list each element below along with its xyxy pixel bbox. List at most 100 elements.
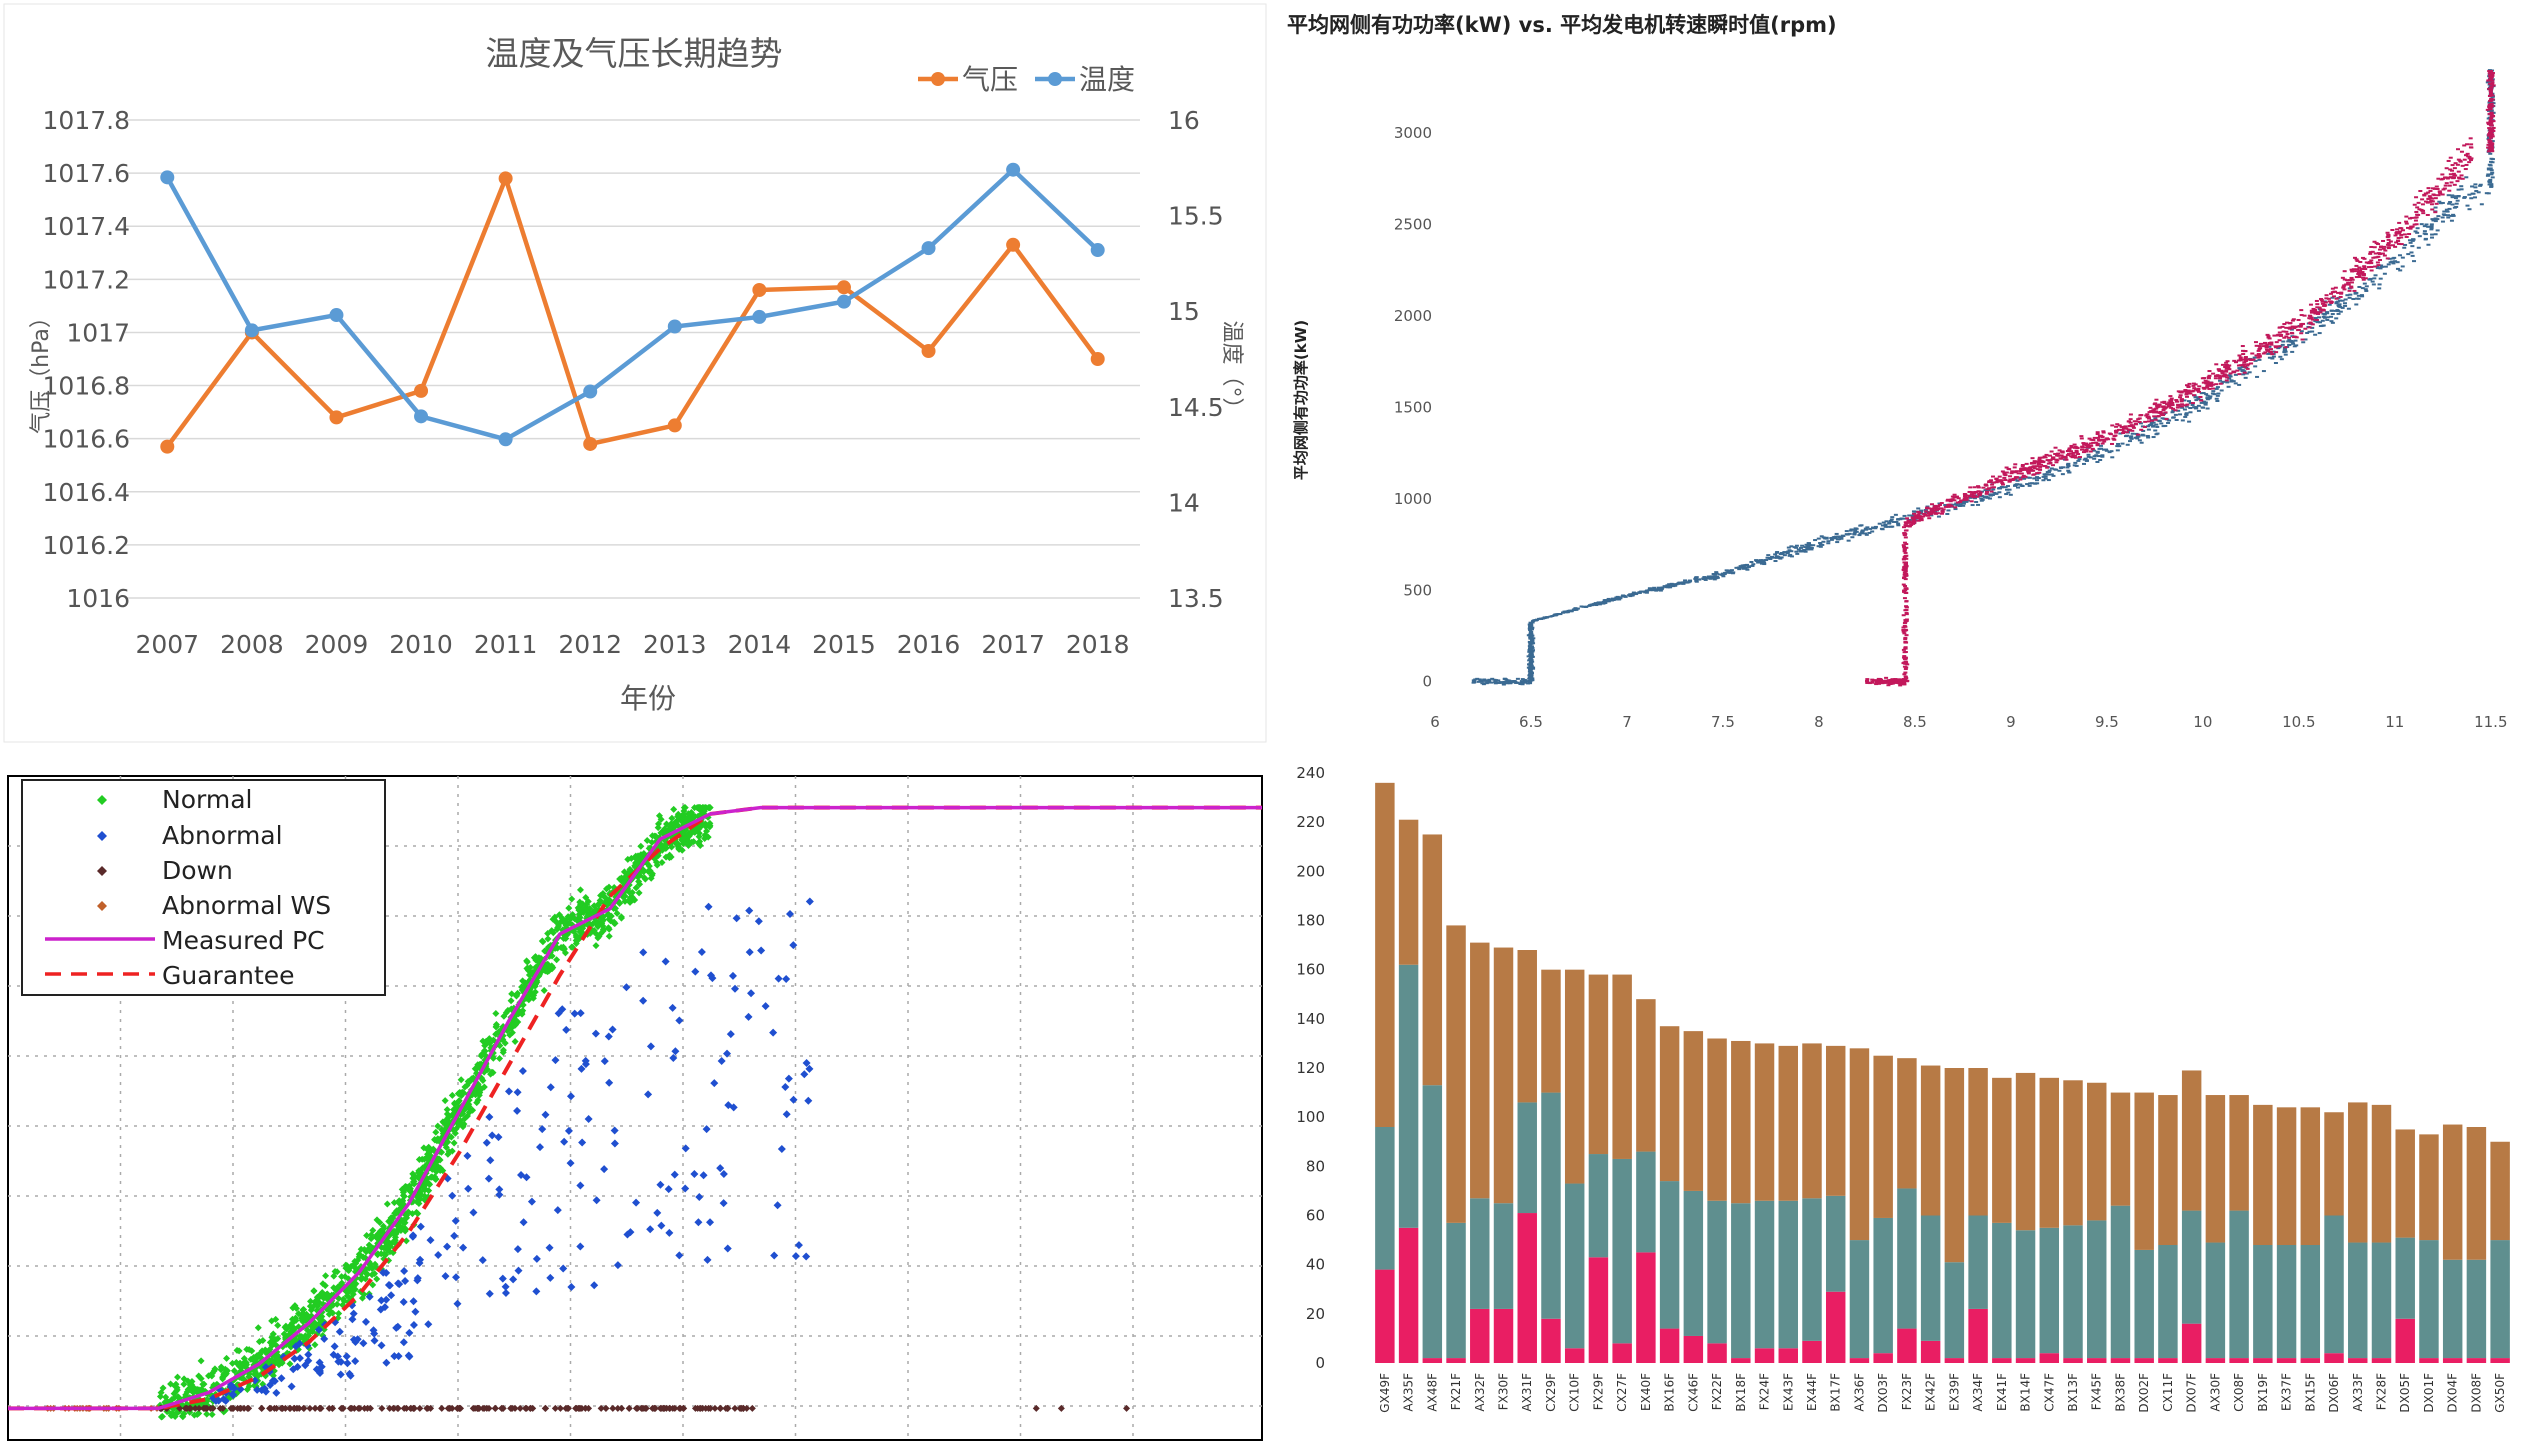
scatter-point [2329,320,2334,323]
normal-point [389,1238,397,1246]
scatter-point [1880,528,1885,531]
scatter-point [2443,176,2448,179]
scatter-point [2352,270,2357,273]
scatter-point [1527,645,1532,648]
scatter-point [1529,636,1534,639]
scatter-point [1904,661,1909,664]
scatter-point [2265,333,2270,336]
scatter-point [1669,584,1674,587]
scatter-point [1528,628,1533,631]
scatter-point [2119,425,2124,428]
scatter-point [2135,435,2140,438]
scatter-point [2121,432,2126,435]
scatter-point [2198,395,2203,398]
down-point [386,1404,394,1412]
scatter-point [2340,306,2345,309]
scatter-point [2489,136,2494,139]
scatter-point [2489,117,2494,120]
scatter-point [2314,319,2319,322]
normal-point [338,1273,346,1281]
scatter-point [1806,545,1811,548]
scatter-point [2161,425,2166,428]
scatter-point [1955,501,1960,504]
scatter-point [1972,497,1977,500]
normal-point [605,932,613,940]
scatter-point [2284,330,2289,333]
scatter-point [2354,258,2359,261]
scatter-point [2100,442,2105,445]
normal-point [626,895,634,903]
abnormal-point [250,1376,259,1385]
scatter-point [2315,306,2320,309]
abnormal-point [546,1083,555,1092]
normal-point [555,911,563,919]
scatter-point [2375,267,2380,270]
scatter-point [2037,458,2042,461]
abnormal-point [346,1371,355,1380]
data-point [1090,243,1105,258]
scatter-point [1736,566,1741,569]
scatter-point [2086,445,2091,448]
abnormal-point [567,1283,576,1292]
scatter-point [2250,352,2255,355]
normal-point [576,886,584,894]
abnormal-point [394,1279,403,1288]
scatter-point [1779,553,1784,556]
scatter-point [2266,336,2271,339]
normal-point [352,1259,360,1267]
scatter-point [2235,369,2240,372]
scatter-point [2473,183,2478,186]
scatter-point [2459,150,2464,153]
scatter-point [2382,272,2387,275]
scatter-point [2350,278,2355,281]
scatter-point [1903,671,1908,674]
scatter-point [2152,403,2157,406]
abnormal-point [610,1139,619,1148]
scatter-point [2487,79,2492,82]
scatter-point [1876,682,1881,685]
scatter-point [2187,420,2192,423]
scatter-point [1902,673,1907,676]
scatter-point [2452,183,2457,186]
scatter-point [2042,465,2047,468]
scatter-point [2289,340,2294,343]
scatter-point [1848,529,1853,532]
scatter-point [2377,253,2382,256]
scatter-point [2228,375,2233,378]
scatter-point [2144,414,2149,417]
normal-point [203,1395,211,1403]
scatter-point [1819,535,1824,538]
scatter-point [2031,465,2036,468]
scatter-point [2412,223,2417,226]
normal-point [561,949,569,957]
scatter-point [2205,394,2210,397]
scatter-point [2257,358,2262,361]
scatter-point [2274,351,2279,354]
scatter-point [1529,624,1534,627]
normal-point [436,1156,444,1164]
abnormal-point [390,1352,399,1361]
panel-frame [3,3,1267,743]
scatter-point [1988,493,1993,496]
scatter-point [1970,504,1975,507]
scatter-point [2338,310,2343,313]
abnormal-point [744,1012,753,1021]
scatter-point [2019,472,2024,475]
normal-point [575,906,583,914]
scatter-point [1484,682,1489,685]
abnormal-point [290,1354,299,1363]
normal-point [620,868,628,876]
normal-point [617,913,625,921]
scatter-point [2064,458,2069,461]
scatter-point [1870,678,1875,681]
scatter-point [1529,645,1534,648]
scatter-point [2032,467,2037,470]
scatter-point [1750,564,1755,567]
scatter-point [2292,327,2297,330]
scatter-point [2488,119,2493,122]
scatter-point [2179,405,2184,408]
abnormal-point [757,946,766,955]
normal-point [507,997,515,1005]
scatter-point [2210,383,2215,386]
scatter-point [2490,72,2495,75]
